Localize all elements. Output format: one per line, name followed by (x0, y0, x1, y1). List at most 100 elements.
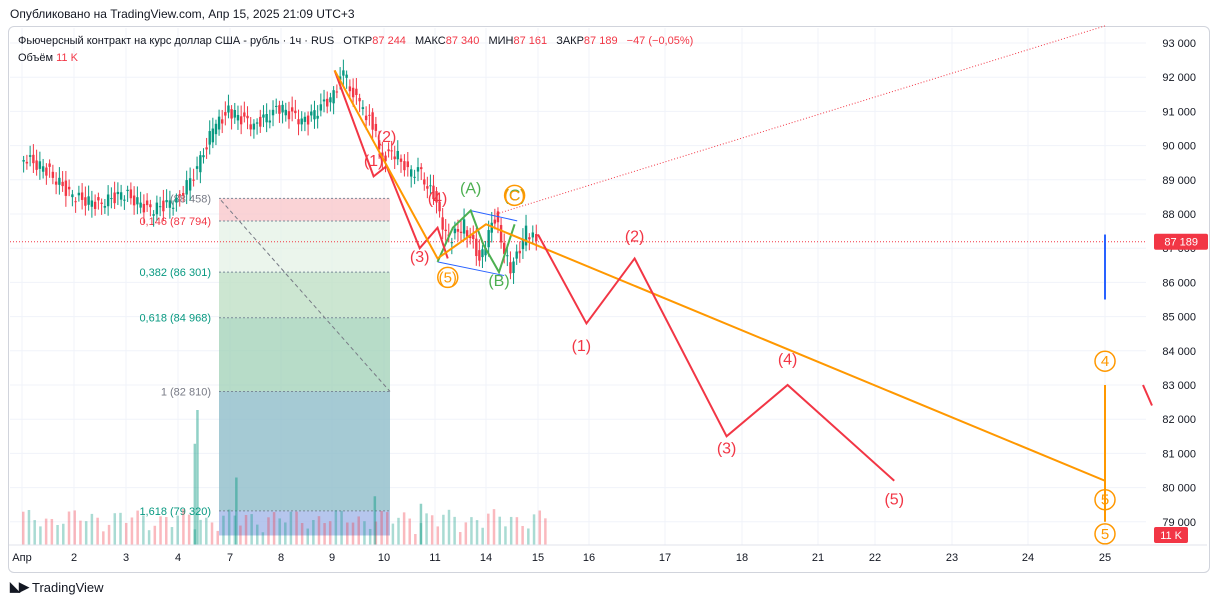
volume-bar (170, 527, 174, 545)
volume-bar (300, 522, 304, 545)
volume-bar (453, 516, 456, 545)
wave-label-circle (437, 266, 459, 289)
volume-bar (481, 527, 484, 545)
candle-body (399, 158, 403, 162)
volume-bar (267, 517, 270, 545)
candle-body (531, 232, 534, 238)
candle-body (106, 194, 110, 207)
candle-body (396, 150, 399, 160)
volume-bar (436, 526, 440, 545)
candle-body (524, 225, 528, 246)
candle-body (342, 70, 345, 76)
candle-body (481, 249, 484, 258)
candle-body (420, 167, 423, 170)
volume-bar (458, 532, 462, 545)
candle-body (432, 185, 435, 200)
candle-body (162, 200, 165, 212)
candle-body (441, 217, 444, 230)
candle-body (503, 242, 506, 254)
candle-body (165, 200, 168, 203)
candle-body (35, 160, 38, 170)
candle-body (32, 154, 35, 164)
candle-body (287, 111, 291, 120)
volume-bar (130, 517, 134, 545)
candle-body (224, 112, 227, 116)
x-tick-label: 16 (583, 552, 595, 564)
green-wave-path (436, 208, 516, 275)
volume-bar (425, 513, 428, 545)
candle-body (214, 123, 218, 135)
fib-level-label: 1,618 (79 320) (139, 506, 211, 518)
volume-bar (244, 514, 248, 545)
volume-bar (44, 518, 48, 545)
candle-body (384, 155, 387, 162)
fib-level-label: 0,618 (84 968) (139, 313, 211, 325)
candle-body (67, 186, 71, 190)
volume-bar (487, 513, 490, 545)
candle-body (262, 114, 265, 118)
legend-symbol: Фьючерсный контракт на курс доллар США -… (18, 35, 335, 47)
candle-body (306, 115, 310, 125)
candle-body (361, 107, 365, 110)
volume-bar (176, 515, 179, 545)
candle-body (255, 122, 259, 124)
candle-body (208, 131, 211, 145)
candle-body (45, 167, 48, 176)
volume-bar (62, 523, 65, 545)
candle-body (484, 248, 487, 256)
wave-label-red: (1) (364, 153, 384, 170)
volume-bar (317, 516, 321, 545)
wave-label-circle (1094, 523, 1116, 545)
candle-body (110, 198, 113, 200)
volume-bar (56, 524, 59, 545)
volume-bar (107, 524, 111, 545)
fib-zone (219, 221, 390, 273)
candle-body (393, 156, 396, 160)
legend-low-value: 87 161 (513, 35, 548, 47)
fib-zone (219, 317, 390, 392)
volume-bar (193, 443, 197, 545)
wave-label-red: (2) (377, 129, 397, 146)
x-tick-label: 8 (278, 552, 284, 564)
x-tick-label: 14 (480, 552, 492, 564)
candle-body (351, 87, 355, 98)
volume-bar (419, 523, 423, 545)
candle-body (175, 197, 178, 203)
candle-body (243, 112, 246, 117)
volume-bar (464, 522, 468, 545)
candle-body (199, 155, 202, 173)
volume-bar (159, 516, 162, 545)
candle-body (313, 110, 316, 120)
volume-bar (193, 529, 197, 545)
published-caption: Опубликовано на TradingView.com, Апр 15,… (10, 7, 355, 21)
fib-zone (219, 510, 390, 536)
candle-body (211, 128, 215, 143)
candle-body (535, 234, 538, 241)
volume-bar (447, 509, 451, 545)
candle-body (93, 201, 97, 209)
volume-bar (346, 522, 349, 545)
candle-body (416, 167, 420, 172)
candle-body (521, 238, 525, 250)
candle-body (319, 104, 323, 111)
x-tick-label: 7 (227, 552, 233, 564)
candle-body (512, 261, 515, 274)
candle-body (152, 214, 155, 216)
volume-bar (119, 512, 122, 545)
volume-bar (312, 520, 315, 545)
volume-bar (96, 517, 99, 545)
candle-body (252, 123, 256, 130)
candle-body (236, 114, 240, 121)
candle-body (116, 191, 120, 195)
volume-bar (492, 509, 496, 545)
volume-bar (261, 532, 265, 545)
volume-bar (90, 513, 94, 545)
volume-bar (306, 528, 309, 545)
candle-body (303, 116, 307, 122)
x-tick-label: 18 (736, 552, 748, 564)
volume-bar (544, 518, 547, 545)
volume-bar (222, 515, 225, 545)
volume-bar (323, 523, 326, 545)
wave-label-circle (1094, 350, 1116, 372)
